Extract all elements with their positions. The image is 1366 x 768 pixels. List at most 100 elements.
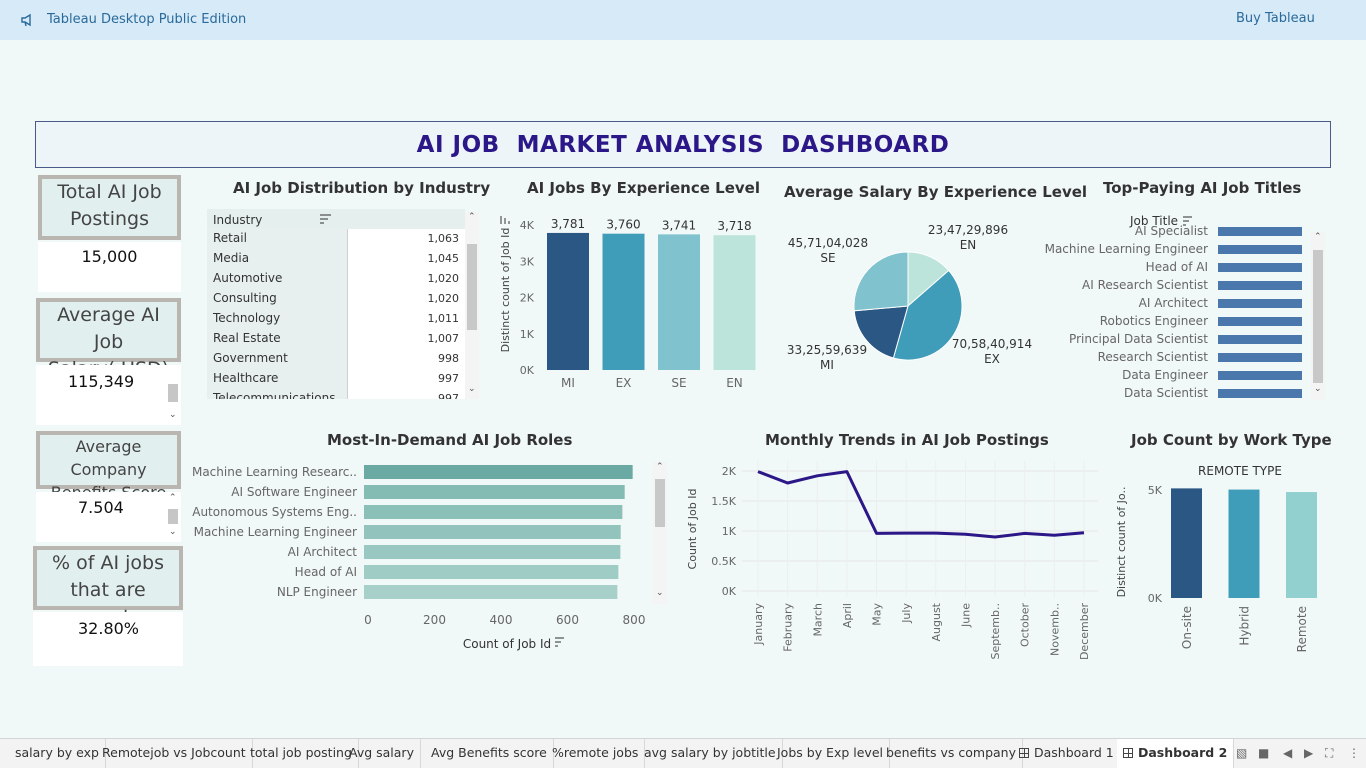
kpi-total-postings-label: Total AI Job Postings	[38, 175, 181, 240]
title-label: Data Scientist	[1124, 386, 1208, 398]
monthly-x-tick: Novemb..	[1048, 603, 1061, 656]
kpi-label-line2: Postings	[69, 208, 150, 230]
worktype-x-tick: Hybrid	[1238, 606, 1252, 646]
table-row[interactable]: Media 1,045	[207, 249, 465, 269]
monthly-x-tick: December	[1078, 603, 1091, 661]
industry-count: 998	[347, 349, 465, 369]
kpi-avg-salary-value: 115,349	[36, 365, 181, 425]
kpi-benefits-label: Average Company Benefits Score	[36, 431, 181, 502]
pie-value-label: 70,58,40,914	[952, 337, 1032, 351]
tab-benefits-vs-company[interactable]: benefits vs company	[880, 739, 1023, 768]
role-label: Autonomous Systems Eng..	[192, 505, 357, 519]
scroll-up-arrow[interactable]: ⌃	[169, 493, 177, 503]
exp-y-tick: 0K	[520, 364, 535, 377]
scroll-down-arrow[interactable]: ⌄	[656, 588, 664, 598]
tab-label: Dashboard 1	[1034, 745, 1114, 760]
sort-icon[interactable]	[320, 214, 332, 224]
pie-category-label: EN	[960, 238, 977, 252]
more-options-icon[interactable]: ⋮	[1348, 746, 1360, 760]
role-label: AI Software Engineer	[231, 485, 357, 499]
filmstrip-view-icon[interactable]: ▧	[1236, 746, 1248, 760]
titles-scrollbar[interactable]: ⌃ ⌄	[1311, 232, 1325, 400]
monthly-x-tick: Septemb..	[989, 603, 1002, 660]
industry-count: 1,011	[347, 309, 465, 329]
tab-salary-by-exp[interactable]: salary by exp	[9, 739, 106, 768]
scroll-up-arrow[interactable]: ⌃	[1314, 232, 1322, 242]
title-label: AI Research Scientist	[1082, 278, 1208, 292]
scroll-thumb[interactable]	[1313, 250, 1323, 383]
industry-scrollbar[interactable]: ⌃ ⌄	[465, 212, 479, 399]
exp-chart-title: AI Jobs By Experience Level	[527, 179, 760, 197]
buy-tableau-link[interactable]: Buy Tableau	[1236, 11, 1315, 26]
tab-label: Avg salary	[349, 745, 414, 760]
kpi-value-text: 32.80%	[78, 619, 140, 638]
industry-count: 1,020	[347, 289, 465, 309]
table-row[interactable]: Government 998	[207, 349, 465, 369]
role-bar	[364, 565, 619, 579]
tab--remote-jobs[interactable]: %remote jobs	[546, 739, 646, 768]
salary-chart-title: Average Salary By Experience Level	[784, 183, 1088, 201]
prev-sheet-icon[interactable]: ◀	[1283, 746, 1293, 760]
exp-data-label: 3,760	[606, 218, 640, 232]
scroll-thumb[interactable]	[655, 479, 665, 527]
monthly-x-tick: May	[871, 603, 884, 626]
kpi-label-line1: Average AI Job	[57, 304, 160, 353]
scroll-up-arrow[interactable]: ⌃	[468, 212, 476, 222]
tab-label: benefits vs company	[886, 745, 1016, 760]
tab-avg-salary[interactable]: Avg salary	[343, 739, 421, 768]
scroll-down-arrow[interactable]: ⌄	[1314, 384, 1322, 394]
kpi-label-line1: % of AI jobs	[52, 552, 164, 574]
role-label: Machine Learning Researc..	[192, 465, 357, 479]
tab-jobs-by-exp-level[interactable]: Jobs by Exp level	[771, 739, 890, 768]
industry-name: Automotive	[207, 269, 347, 289]
table-row[interactable]: Retail 1,063	[207, 229, 465, 249]
kpi-salary-scrollbar[interactable]: ⌄	[166, 366, 180, 424]
exp-x-tick: EX	[616, 376, 632, 390]
table-row[interactable]: Telecommunications 997	[207, 389, 465, 399]
tab-dashboard-1[interactable]: Dashboard 1	[1013, 739, 1121, 768]
tab-label: Avg Benefits score	[431, 745, 547, 760]
title-bar	[1218, 263, 1302, 272]
table-row[interactable]: Technology 1,011	[207, 309, 465, 329]
table-row[interactable]: Healthcare 997	[207, 369, 465, 389]
scroll-down-arrow[interactable]: ⌄	[468, 384, 476, 394]
exp-y-axis-label: Distinct count of Job Id	[499, 228, 512, 353]
scroll-down-arrow[interactable]: ⌄	[169, 527, 177, 537]
kpi-benefits-scrollbar[interactable]: ⌃ ⌄	[166, 493, 180, 541]
title-bar	[1218, 353, 1302, 362]
industry-header-label: Industry	[213, 213, 263, 227]
industry-count: 1,045	[347, 249, 465, 269]
monthly-x-tick: April	[841, 603, 854, 628]
scroll-thumb[interactable]	[168, 384, 178, 402]
title-bar	[1218, 317, 1302, 326]
tab-avg-benefits-score[interactable]: Avg Benefits score	[425, 739, 554, 768]
tab-dashboard-2[interactable]: Dashboard 2	[1117, 739, 1235, 768]
monthly-line-chart: Count of Job Id 0K 0.5K 1K 1.5K 2K January Febr…	[686, 461, 1098, 661]
scroll-down-arrow[interactable]: ⌄	[169, 410, 177, 420]
title-bar	[1218, 281, 1302, 290]
monthly-y-tick: 1.5K	[711, 495, 736, 508]
scroll-thumb[interactable]	[168, 509, 178, 524]
table-row[interactable]: Consulting 1,020	[207, 289, 465, 309]
pie-category-label: MI	[820, 358, 834, 372]
roles-scrollbar[interactable]: ⌃ ⌄	[653, 462, 667, 604]
exp-bar-en	[713, 235, 756, 370]
scroll-thumb[interactable]	[467, 244, 477, 330]
tab-remotejob-vs-jobcount[interactable]: Remotejob vs Jobcount	[96, 739, 253, 768]
tab-total-job-posting[interactable]: total job posting	[244, 739, 359, 768]
role-bar	[364, 505, 623, 519]
fullscreen-icon[interactable]: ⛶	[1325, 746, 1334, 760]
titles-chart-title: Top-Paying AI Job Titles	[1103, 179, 1302, 197]
tab-avg-salary-by-jobtitle[interactable]: avg salary by jobtitle	[638, 739, 783, 768]
pie-category-label: SE	[820, 251, 835, 265]
industry-column-header[interactable]: Industry	[207, 209, 465, 229]
scroll-up-arrow[interactable]: ⌃	[656, 462, 664, 472]
next-sheet-icon[interactable]: ▶	[1304, 746, 1314, 760]
titles-column-header: Job Title	[1129, 214, 1178, 228]
grid-view-icon[interactable]: ■	[1258, 746, 1270, 760]
table-row[interactable]: Automotive 1,020	[207, 269, 465, 289]
table-row[interactable]: Real Estate 1,007	[207, 329, 465, 349]
top-bar: Tableau Desktop Public Edition Buy Table…	[0, 0, 1366, 40]
pie-value-label: 33,25,59,639	[787, 343, 867, 357]
